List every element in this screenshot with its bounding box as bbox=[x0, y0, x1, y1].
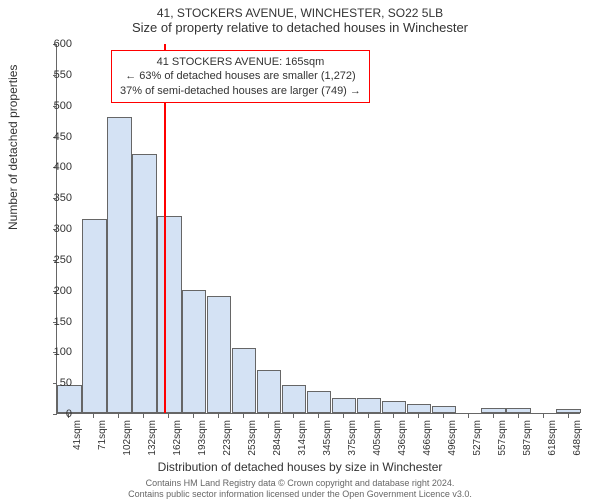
x-tick-label: 162sqm bbox=[172, 420, 183, 456]
y-tick-label: 450 bbox=[32, 131, 72, 143]
y-tick-label: 50 bbox=[32, 377, 72, 389]
x-tick-mark bbox=[293, 414, 294, 418]
x-tick-label: 71sqm bbox=[97, 420, 108, 450]
y-tick-label: 500 bbox=[32, 100, 72, 112]
histogram-bar bbox=[481, 408, 505, 413]
histogram-bar bbox=[332, 398, 356, 413]
x-tick-label: 496sqm bbox=[447, 420, 458, 456]
x-tick-label: 466sqm bbox=[422, 420, 433, 456]
footer-line-1: Contains HM Land Registry data © Crown c… bbox=[146, 478, 455, 488]
histogram-bar bbox=[357, 398, 381, 413]
x-tick-mark bbox=[93, 414, 94, 418]
histogram-bar bbox=[82, 219, 106, 413]
histogram-bar bbox=[157, 216, 181, 413]
histogram-bar bbox=[232, 348, 256, 413]
histogram-bar bbox=[407, 404, 431, 413]
x-tick-label: 405sqm bbox=[372, 420, 383, 456]
x-tick-mark bbox=[468, 414, 469, 418]
x-tick-mark bbox=[218, 414, 219, 418]
page-title-address: 41, STOCKERS AVENUE, WINCHESTER, SO22 5L… bbox=[0, 0, 600, 20]
x-tick-label: 132sqm bbox=[147, 420, 158, 456]
y-tick-label: 350 bbox=[32, 192, 72, 204]
x-tick-label: 345sqm bbox=[322, 420, 333, 456]
y-tick-label: 100 bbox=[32, 346, 72, 358]
x-tick-label: 557sqm bbox=[497, 420, 508, 456]
x-tick-mark bbox=[318, 414, 319, 418]
x-tick-mark bbox=[568, 414, 569, 418]
footer-line-2: Contains public sector information licen… bbox=[128, 489, 472, 499]
histogram-bar bbox=[382, 401, 406, 413]
callout-box: 41 STOCKERS AVENUE: 165sqm← 63% of detac… bbox=[111, 50, 370, 103]
x-tick-label: 41sqm bbox=[72, 420, 83, 450]
x-tick-label: 618sqm bbox=[547, 420, 558, 456]
histogram-bar bbox=[182, 290, 206, 413]
y-axis-label: Number of detached properties bbox=[6, 65, 20, 230]
x-axis-label: Distribution of detached houses by size … bbox=[0, 460, 600, 474]
y-tick-label: 550 bbox=[32, 69, 72, 81]
histogram-bar bbox=[307, 391, 331, 413]
x-tick-mark bbox=[143, 414, 144, 418]
y-tick-label: 0 bbox=[32, 408, 72, 420]
histogram-bar bbox=[282, 385, 306, 413]
x-tick-mark bbox=[193, 414, 194, 418]
plot-area: 41 STOCKERS AVENUE: 165sqm← 63% of detac… bbox=[56, 44, 580, 414]
histogram-bar bbox=[257, 370, 281, 413]
x-tick-label: 375sqm bbox=[347, 420, 358, 456]
y-tick-label: 600 bbox=[32, 38, 72, 50]
x-tick-label: 253sqm bbox=[247, 420, 258, 456]
x-tick-label: 314sqm bbox=[297, 420, 308, 456]
x-tick-mark bbox=[343, 414, 344, 418]
x-tick-label: 436sqm bbox=[397, 420, 408, 456]
page-title-subtitle: Size of property relative to detached ho… bbox=[0, 20, 600, 39]
x-tick-mark bbox=[393, 414, 394, 418]
x-tick-mark bbox=[443, 414, 444, 418]
histogram-bar bbox=[506, 408, 530, 413]
x-tick-mark bbox=[418, 414, 419, 418]
x-tick-mark bbox=[168, 414, 169, 418]
x-tick-label: 193sqm bbox=[197, 420, 208, 456]
x-tick-label: 527sqm bbox=[472, 420, 483, 456]
x-tick-container: 41sqm 71sqm 102sqm 132sqm 162sqm 193sqm 223sqm… bbox=[56, 414, 580, 464]
x-tick-mark bbox=[543, 414, 544, 418]
histogram-bar bbox=[556, 409, 580, 413]
x-tick-label: 102sqm bbox=[122, 420, 133, 456]
x-tick-label: 648sqm bbox=[572, 420, 583, 456]
callout-line-1: 41 STOCKERS AVENUE: 165sqm bbox=[120, 55, 361, 69]
x-tick-mark bbox=[368, 414, 369, 418]
x-tick-mark bbox=[268, 414, 269, 418]
x-tick-mark bbox=[518, 414, 519, 418]
histogram-bar bbox=[132, 154, 156, 413]
x-tick-mark bbox=[118, 414, 119, 418]
histogram-chart: 41 STOCKERS AVENUE: 165sqm← 63% of detac… bbox=[56, 44, 580, 414]
attribution-footer: Contains HM Land Registry data © Crown c… bbox=[0, 478, 600, 500]
x-tick-label: 587sqm bbox=[522, 420, 533, 456]
x-tick-label: 223sqm bbox=[222, 420, 233, 456]
histogram-bar bbox=[207, 296, 231, 413]
x-tick-mark bbox=[243, 414, 244, 418]
y-tick-label: 400 bbox=[32, 161, 72, 173]
histogram-bar bbox=[107, 117, 131, 413]
x-tick-mark bbox=[493, 414, 494, 418]
callout-line-2: ← 63% of detached houses are smaller (1,… bbox=[120, 69, 361, 83]
y-tick-label: 150 bbox=[32, 316, 72, 328]
x-tick-label: 284sqm bbox=[272, 420, 283, 456]
y-tick-label: 200 bbox=[32, 285, 72, 297]
y-tick-label: 300 bbox=[32, 223, 72, 235]
y-tick-label: 250 bbox=[32, 254, 72, 266]
callout-line-3: 37% of semi-detached houses are larger (… bbox=[120, 84, 361, 98]
histogram-bar bbox=[432, 406, 456, 413]
